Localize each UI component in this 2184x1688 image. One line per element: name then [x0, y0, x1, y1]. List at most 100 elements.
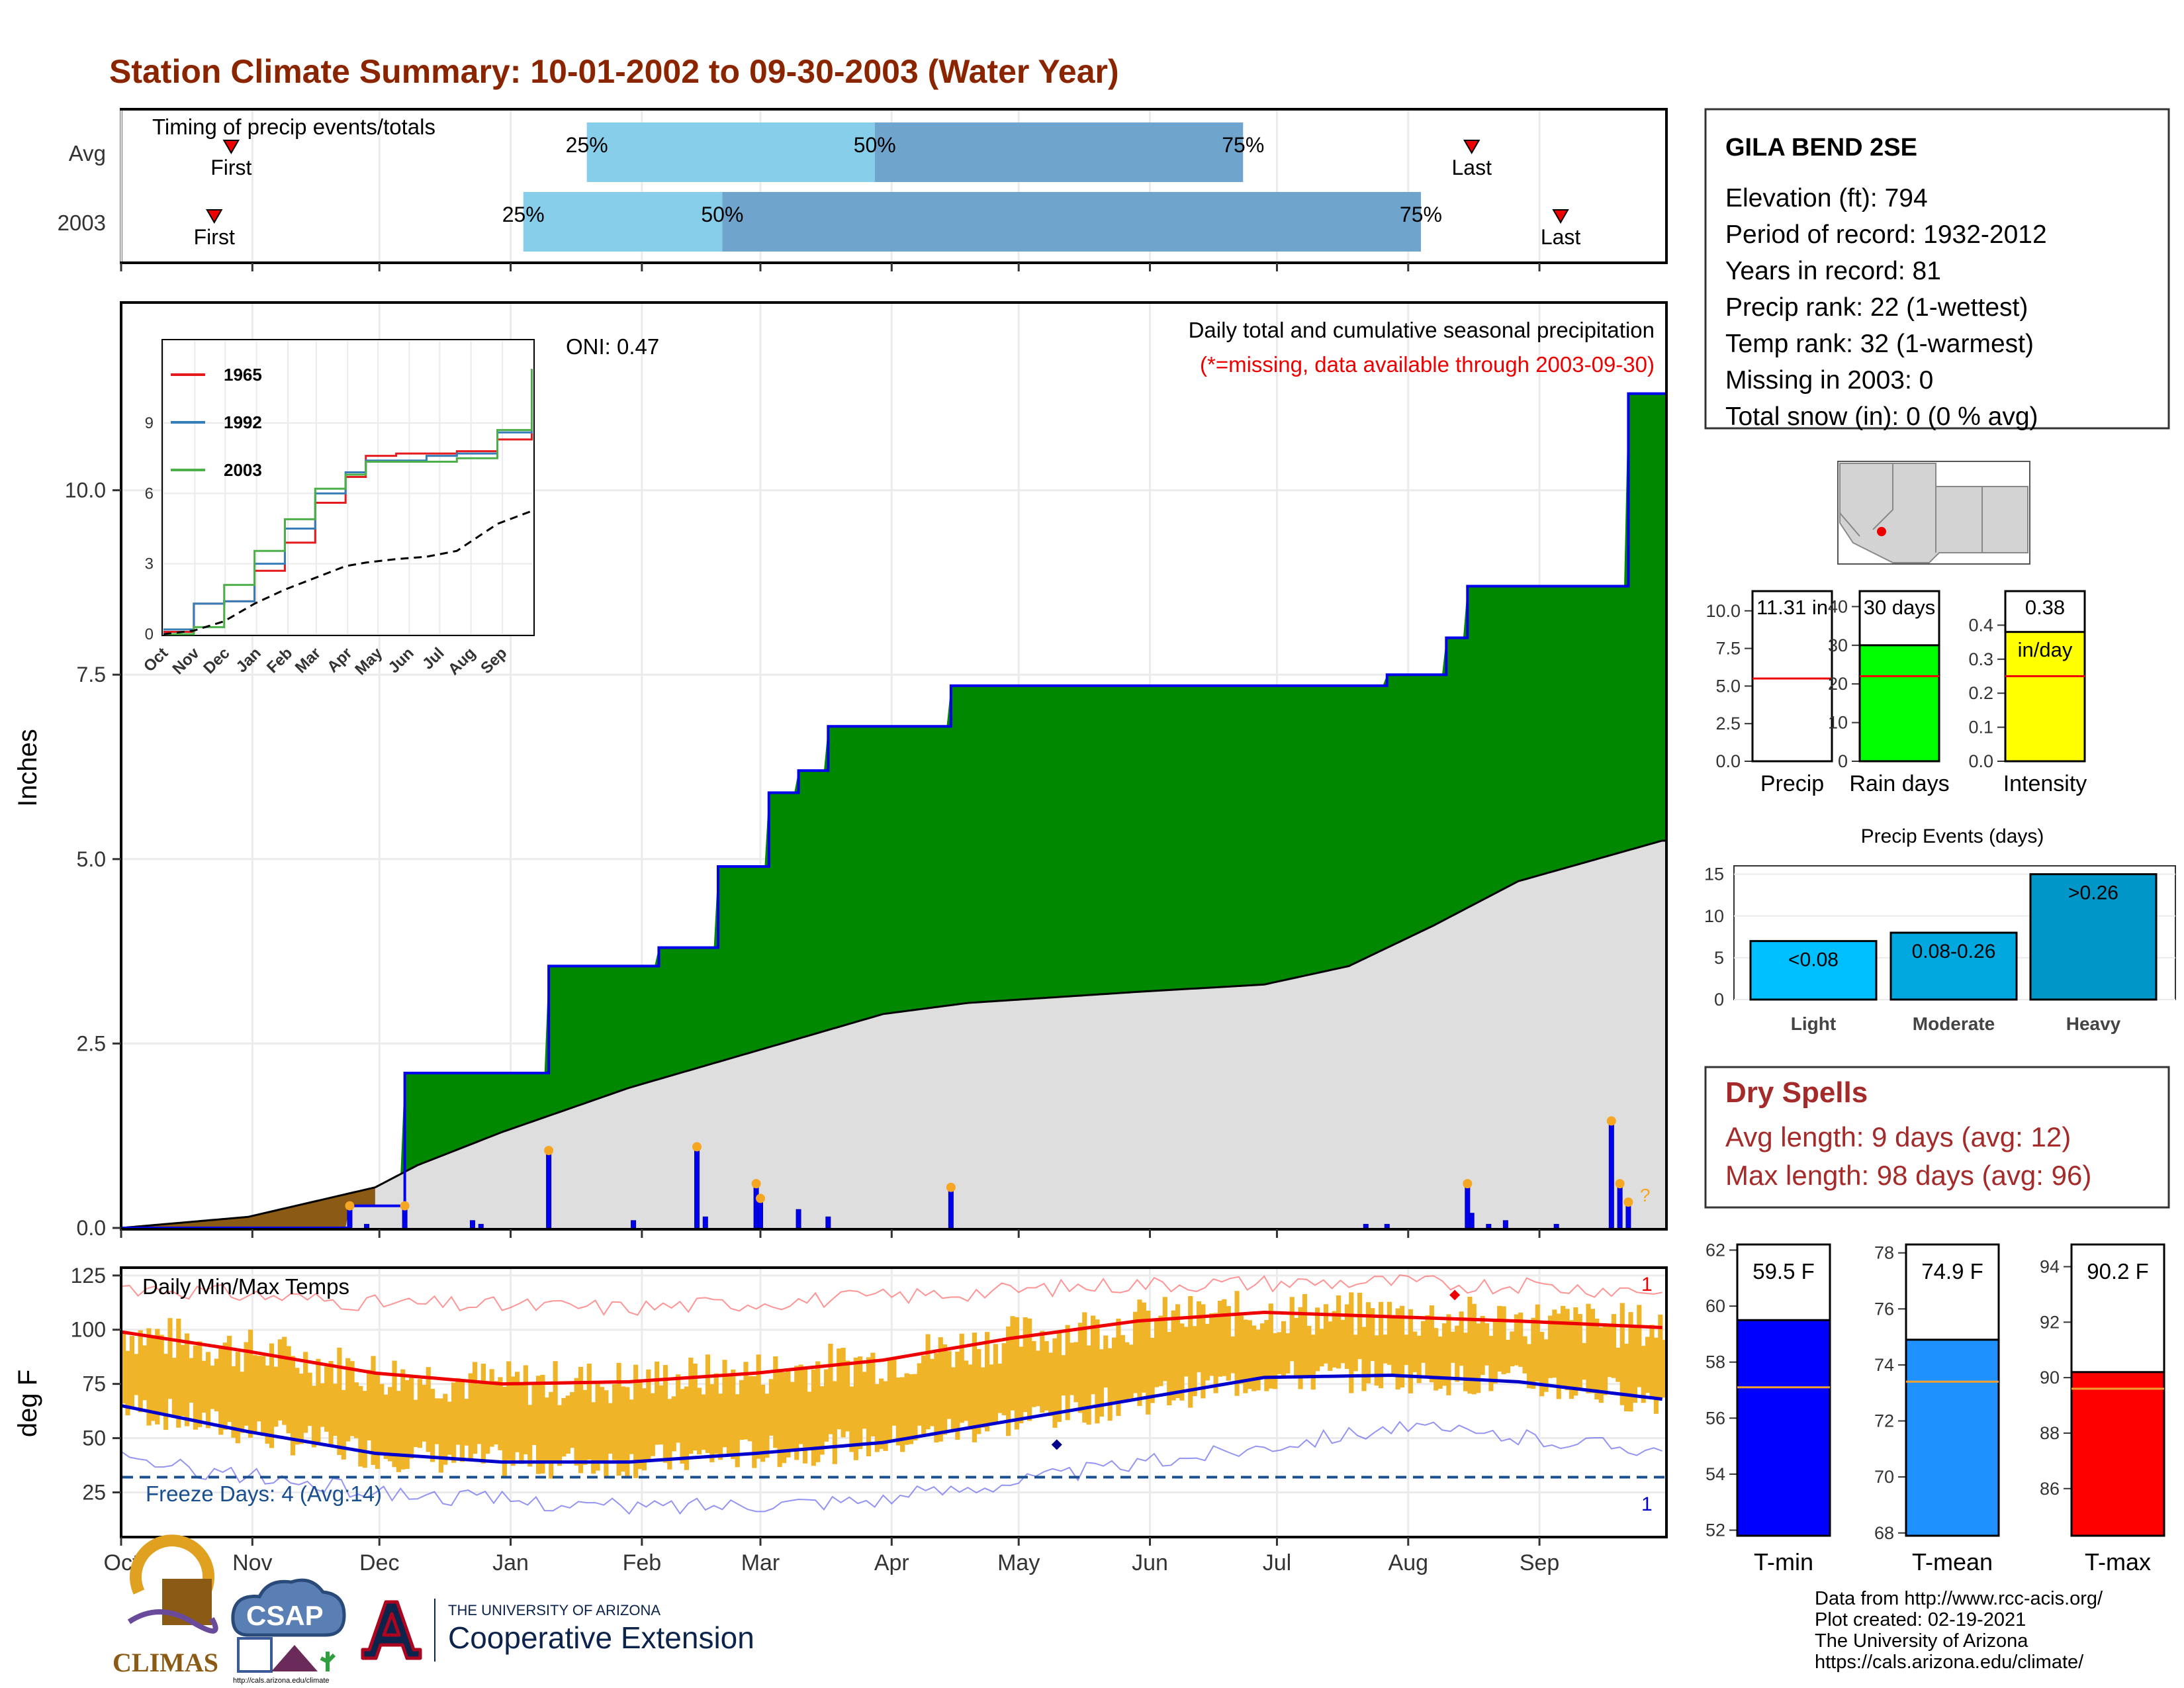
- timing-bar-50-75: [874, 122, 1244, 182]
- daily-temp-bar: [295, 1368, 300, 1445]
- csap-logo-text: CSAP: [246, 1600, 324, 1631]
- daily-temp-bar: [807, 1391, 812, 1450]
- precip-areas: [120, 392, 1666, 1229]
- inset-legend: 1965 1992 2003: [171, 365, 262, 480]
- daily-temp-bar: [650, 1393, 655, 1456]
- temp-bar-ytick-label: 92: [2040, 1312, 2060, 1332]
- daily-temp-bar: [273, 1366, 279, 1427]
- month-tick-label: Jul: [1263, 1550, 1291, 1575]
- timing-bar-25-50: [586, 122, 875, 182]
- daily-temp-bar: [1476, 1323, 1481, 1393]
- timing-bars: [523, 122, 1421, 252]
- daily-temp-bar: [895, 1377, 901, 1446]
- daily-temp-bar: [1594, 1319, 1600, 1400]
- daily-temp-bar: [760, 1384, 766, 1462]
- daily-temp-bar: [747, 1376, 752, 1442]
- record-high-marker: [1449, 1289, 1461, 1301]
- daily-temp-bar: [1488, 1336, 1494, 1391]
- daily-temp-bar: [862, 1372, 867, 1429]
- daily-temp-bar: [570, 1391, 575, 1448]
- daily-temp-bar: [197, 1341, 203, 1427]
- daily-temp-bar: [688, 1357, 694, 1454]
- daily-temp-bar: [451, 1382, 457, 1463]
- precip-ytick-label: 5.0: [77, 847, 106, 871]
- temp-bar-value: 90.2 F: [2087, 1259, 2149, 1284]
- daily-temp-bar: [1044, 1341, 1049, 1411]
- temp-bar-ytick-label: 52: [1706, 1521, 1725, 1540]
- oni-value: ONI: 0.47: [566, 334, 659, 359]
- daily-temp-bar: [1273, 1333, 1278, 1389]
- daily-temp-bar: [1336, 1295, 1342, 1369]
- daily-temp-bar: [701, 1394, 706, 1450]
- daily-temp-bar: [655, 1361, 660, 1445]
- daily-temp-bar: [459, 1379, 465, 1462]
- daily-temp-bar: [1188, 1295, 1193, 1408]
- temp-bar-ytick-label: 90: [2040, 1368, 2060, 1387]
- daily-temp-bar: [1183, 1327, 1189, 1377]
- daily-temp-bar: [226, 1335, 232, 1423]
- daily-temp-bar: [722, 1360, 727, 1448]
- summary-bar-value: 11.31 in: [1756, 596, 1828, 619]
- temp-summary-bars: 52 54 56 58 60 62 59.5 F T-min 68 70 72 74 76 78 74.9 …: [1706, 1240, 2165, 1575]
- daily-temp-bar: [1497, 1305, 1502, 1372]
- record-high-count: 1: [1641, 1274, 1653, 1295]
- daily-temp-bar: [129, 1336, 134, 1407]
- inset-ytick-label: 9: [145, 414, 154, 432]
- daily-temp-bar: [955, 1351, 960, 1440]
- daily-precip-marker: [1463, 1179, 1473, 1189]
- temp-bar-ytick-label: 74: [1874, 1355, 1894, 1375]
- daily-precip-bar: [1486, 1223, 1492, 1229]
- daily-temp-bar: [1514, 1314, 1519, 1366]
- daily-temp-bar: [1077, 1323, 1083, 1413]
- temp-bar-ytick-label: 56: [1706, 1408, 1725, 1428]
- daily-temp-bar: [662, 1365, 668, 1463]
- daily-temp-bar: [1238, 1315, 1244, 1384]
- daily-precip-bar: [478, 1223, 484, 1229]
- daily-temp-bar: [358, 1385, 363, 1467]
- temp-bar-ytick-label: 86: [2040, 1479, 2060, 1499]
- daily-temp-bar: [549, 1391, 554, 1479]
- summary-bar-ytick-label: 10.0: [1706, 601, 1741, 621]
- daily-temp-bar: [1569, 1320, 1574, 1399]
- daily-temp-bar: [535, 1376, 541, 1474]
- daily-temp-bar: [980, 1367, 985, 1428]
- daily-precip-marker: [544, 1145, 554, 1155]
- daily-temp-bar: [844, 1360, 850, 1432]
- daily-temp-bar: [1653, 1337, 1659, 1414]
- dry-spells-max: Max length: 98 days (avg: 96): [1725, 1160, 2091, 1191]
- daily-temp-bar: [768, 1379, 774, 1436]
- daily-temp-bar: [1006, 1326, 1011, 1436]
- daily-temp-bar: [697, 1387, 702, 1455]
- csap-cloud-icon: [231, 1578, 346, 1637]
- daily-temp-bar: [1052, 1338, 1058, 1428]
- temp-bar-ytick-label: 54: [1706, 1464, 1725, 1484]
- timing-last-label: Last: [1541, 225, 1581, 249]
- daily-temp-bar: [1641, 1346, 1646, 1403]
- daily-temp-bar: [1365, 1302, 1371, 1383]
- daily-temp-bar: [1395, 1308, 1400, 1390]
- timing-p50-label: 50%: [854, 133, 896, 157]
- daily-temp-bar: [553, 1361, 558, 1462]
- daily-temp-bar: [582, 1389, 588, 1465]
- precip-daily-bars: [345, 1116, 1633, 1229]
- daily-temp-bar: [493, 1381, 499, 1445]
- events-bar-label: <0.08: [1788, 949, 1839, 971]
- daily-temp-bar: [1234, 1291, 1240, 1396]
- daily-temp-bar: [934, 1353, 939, 1443]
- daily-temp-bar: [1310, 1335, 1316, 1390]
- timing-last-marker: [1463, 140, 1480, 154]
- daily-temp-bar: [1243, 1319, 1248, 1393]
- month-tick-label: Mar: [741, 1550, 780, 1575]
- station-line-missing: Missing in 2003: 0: [1725, 366, 1933, 395]
- daily-temp-bar: [531, 1385, 537, 1445]
- daily-temp-bar: [950, 1367, 956, 1431]
- daily-temp-bar: [1281, 1321, 1287, 1377]
- daily-temp-bar: [1205, 1323, 1210, 1381]
- footer-line-created: Plot created: 02-19-2021: [1815, 1609, 2026, 1630]
- daily-temp-bar: [506, 1361, 512, 1460]
- daily-temp-bar: [1154, 1319, 1160, 1387]
- daily-temp-bar: [1061, 1355, 1066, 1396]
- daily-temp-bar: [625, 1387, 630, 1479]
- daily-temp-bar: [887, 1359, 893, 1441]
- daily-temp-bar: [1082, 1312, 1087, 1423]
